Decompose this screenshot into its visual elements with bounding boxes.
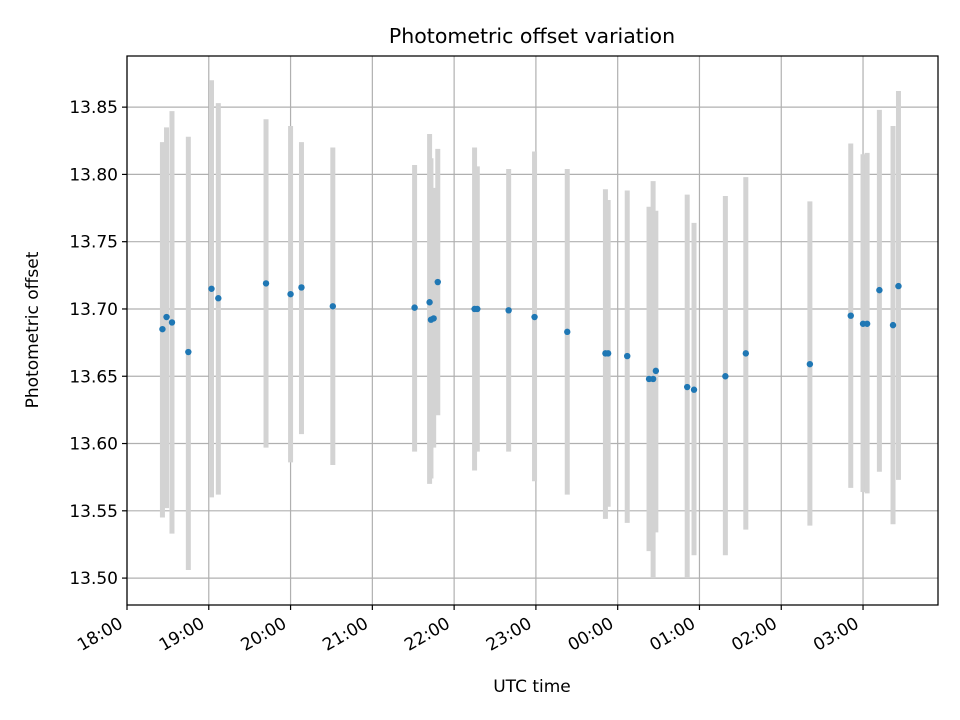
- data-point: [690, 386, 698, 393]
- data-point: [722, 373, 729, 380]
- data-point: [298, 284, 305, 291]
- data-point: [434, 278, 441, 286]
- data-point: [185, 348, 192, 356]
- chart-title: Photometric offset variation: [389, 24, 675, 48]
- data-point: [652, 367, 660, 375]
- data-point: [426, 299, 433, 306]
- y-axis-label: Photometric offset: [23, 251, 43, 408]
- data-point: [262, 280, 270, 287]
- plot-frame: [126, 55, 939, 606]
- data-point: [564, 328, 571, 336]
- data-point: [863, 320, 871, 327]
- data-point: [329, 303, 337, 310]
- x-axis-label: UTC time: [493, 677, 571, 697]
- y-tick-label: 13.60: [69, 435, 118, 455]
- data-point: [876, 286, 883, 294]
- y-tick-label: 13.85: [69, 98, 118, 118]
- data-point: [474, 305, 481, 313]
- data-point: [163, 313, 170, 321]
- data-point: [604, 350, 612, 357]
- data-point: [624, 352, 631, 360]
- data-points: [159, 278, 902, 393]
- data-point: [159, 325, 166, 333]
- data-point: [649, 375, 657, 383]
- y-tick-label: 13.55: [69, 502, 118, 522]
- data-point: [531, 313, 538, 321]
- y-tick-label: 13.80: [69, 165, 118, 185]
- data-point: [168, 319, 176, 326]
- y-tick-label: 13.50: [69, 569, 118, 589]
- data-point: [411, 304, 418, 311]
- data-point: [215, 295, 222, 302]
- y-axis: 13.50 13.55 13.60 13.65 13.70 13.75 13.80 13.85: [69, 98, 127, 589]
- y-tick-label: 13.75: [69, 233, 118, 253]
- data-point: [806, 360, 814, 368]
- y-tick-label: 13.70: [69, 300, 118, 320]
- grid: [126, 56, 938, 605]
- data-point: [684, 383, 691, 391]
- data-point: [847, 312, 854, 319]
- data-point: [895, 282, 902, 290]
- data-point: [505, 307, 512, 314]
- data-point: [430, 315, 437, 322]
- y-tick-label: 13.65: [69, 367, 118, 387]
- data-point: [287, 290, 294, 298]
- data-point: [742, 350, 750, 357]
- data-point: [889, 321, 897, 329]
- data-point: [208, 285, 215, 292]
